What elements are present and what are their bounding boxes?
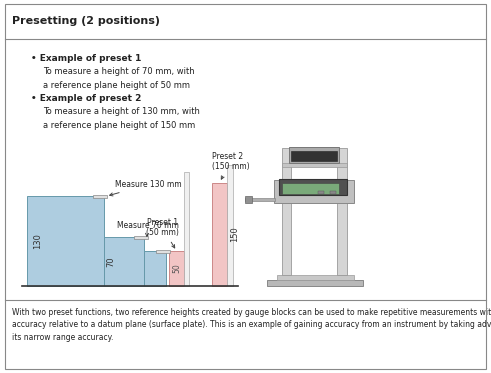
- Bar: [282, 148, 291, 275]
- Bar: [104, 238, 144, 286]
- Bar: [289, 147, 339, 163]
- Bar: [184, 172, 189, 286]
- Bar: [246, 196, 252, 203]
- Bar: [144, 251, 166, 286]
- Text: • Example of preset 1: • Example of preset 1: [31, 54, 142, 63]
- Bar: [93, 195, 108, 198]
- Bar: [282, 183, 339, 194]
- Text: 50: 50: [172, 263, 181, 273]
- Bar: [267, 280, 363, 286]
- Text: Measure 130 mm: Measure 130 mm: [109, 180, 181, 196]
- Text: To measure a height of 70 mm, with: To measure a height of 70 mm, with: [43, 67, 195, 76]
- Bar: [277, 275, 354, 280]
- Bar: [330, 191, 336, 194]
- Text: Measure 70 mm: Measure 70 mm: [116, 221, 178, 236]
- Text: Preset 2
(150 mm): Preset 2 (150 mm): [212, 151, 249, 179]
- Bar: [169, 251, 184, 286]
- Bar: [282, 163, 347, 167]
- Bar: [134, 236, 148, 239]
- Bar: [318, 191, 324, 194]
- Bar: [291, 151, 337, 161]
- Text: To measure a height of 130 mm, with: To measure a height of 130 mm, with: [43, 107, 200, 116]
- Text: 130: 130: [32, 233, 42, 249]
- Text: Preset 1
(50 mm): Preset 1 (50 mm): [146, 218, 179, 248]
- Bar: [337, 148, 347, 275]
- Bar: [279, 179, 347, 195]
- Text: a reference plane height of 150 mm: a reference plane height of 150 mm: [43, 121, 195, 130]
- Text: • Example of preset 2: • Example of preset 2: [31, 94, 142, 103]
- Text: With two preset functions, two reference heights created by gauge blocks can be : With two preset functions, two reference…: [12, 308, 491, 342]
- Bar: [274, 180, 354, 203]
- Bar: [156, 250, 170, 253]
- Bar: [212, 183, 227, 286]
- Text: Presetting (2 positions): Presetting (2 positions): [12, 16, 160, 25]
- Text: a reference plane height of 50 mm: a reference plane height of 50 mm: [43, 81, 191, 90]
- Text: 70: 70: [106, 256, 115, 267]
- Text: 150: 150: [230, 226, 240, 242]
- Bar: [246, 198, 275, 201]
- Bar: [27, 196, 104, 286]
- Bar: [227, 166, 233, 286]
